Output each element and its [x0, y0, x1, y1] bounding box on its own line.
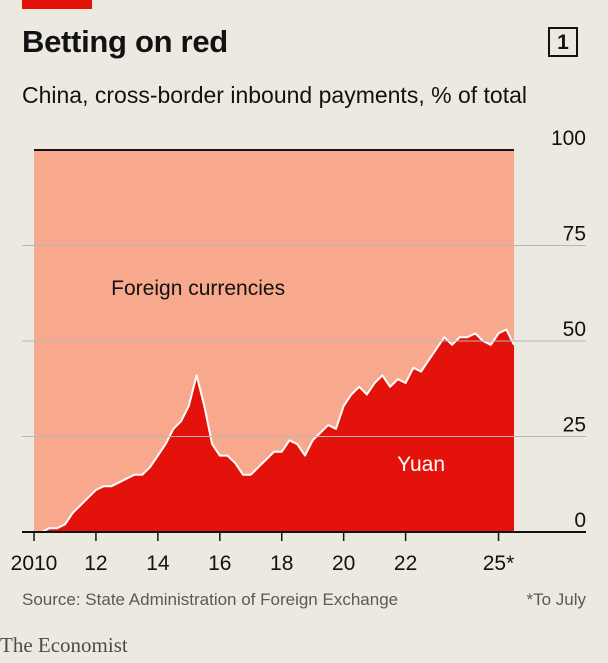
x-tick-label: 20 — [332, 552, 355, 575]
chart-title: Betting on red — [22, 24, 228, 59]
chart-plot: 0 25 50 75 100 2010 12 14 16 18 20 22 25* Foreign c… — [11, 127, 586, 575]
y-tick-label: 50 — [563, 318, 586, 341]
accent-bar — [22, 0, 92, 9]
x-tick-label: 12 — [84, 552, 107, 575]
x-tick-label: 2010 — [11, 552, 58, 575]
y-tick-label: 100 — [551, 127, 586, 150]
source-note: Source: State Administration of Foreign … — [22, 590, 399, 609]
yuan-line — [34, 328, 515, 533]
x-tick-label: 16 — [208, 552, 231, 575]
foreign-currencies-label: Foreign currencies — [111, 277, 285, 300]
x-axis-labels: 2010 12 14 16 18 20 22 25* — [11, 552, 515, 575]
yuan-label: Yuan — [397, 453, 445, 476]
y-tick-label: 75 — [563, 223, 586, 246]
footnote: *To July — [526, 590, 586, 609]
y-tick-label: 25 — [563, 414, 586, 437]
chart-subtitle: China, cross-border inbound payments, % … — [22, 82, 527, 108]
x-tick-label: 18 — [270, 552, 293, 575]
yuan-area — [34, 329, 514, 532]
x-axis-ticks — [33, 532, 500, 541]
x-tick-label: 22 — [394, 552, 417, 575]
y-tick-label: 0 — [574, 509, 586, 532]
x-tick-label: 14 — [146, 552, 170, 575]
chart-number-badge: 1 — [548, 27, 578, 57]
brand-logo: The Economist — [0, 633, 128, 657]
x-tick-label: 25* — [483, 552, 515, 575]
y-axis-labels: 0 25 50 75 100 — [551, 127, 586, 532]
y-gridlines — [22, 245, 586, 437]
